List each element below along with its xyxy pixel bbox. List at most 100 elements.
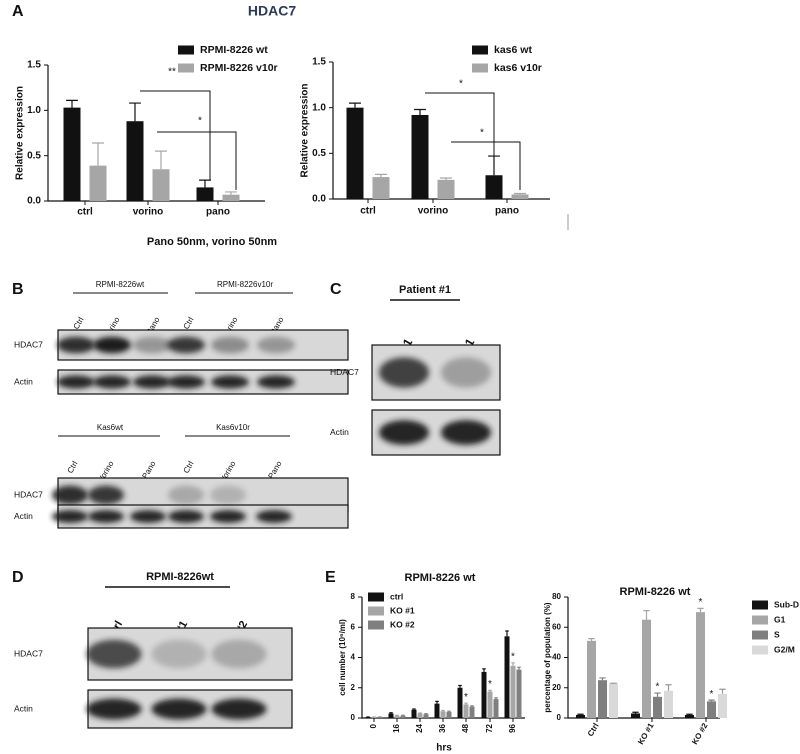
blot-band [257,336,295,354]
error-bar [588,637,595,641]
error-bar [643,610,650,620]
blot-band [379,420,429,445]
bar [63,107,81,201]
blot-band [211,336,249,354]
x-tick-label: KO #2 [690,721,710,746]
panel-label: B [12,281,24,298]
bar [576,714,585,718]
blot-band [441,357,491,388]
blot-band [88,485,124,505]
blot-row-label: Actin [14,703,33,713]
blot-band [52,485,88,505]
y-tick-label: 4 [351,653,356,662]
error-bar [412,708,416,710]
error-bar [225,191,237,195]
significance-mark: * [656,682,660,693]
blot-group-label: RPMI-8226v10r [217,280,273,289]
bar [469,706,475,718]
significance-mark: * [198,116,202,127]
significance-bracket [451,141,521,190]
error-bar [708,699,715,702]
error-bar [686,713,693,715]
significance-bracket [157,131,237,190]
y-axis-label: Relative expression [300,84,311,178]
bar [587,640,596,718]
bar [511,194,529,199]
blot-row-label: Actin [14,511,33,521]
x-tick-label: 48 [461,723,470,732]
blot-title: Patient #1 [399,284,451,296]
blot-band [88,510,124,523]
error-bar [470,705,474,707]
bar [457,687,463,718]
blot-group-label: Kas6wt [97,423,124,432]
blot-band [86,698,142,720]
x-tick-label: 96 [508,723,517,732]
x-tick-label: ctrl [360,206,376,217]
blot-row-label: HDAC7 [14,648,43,658]
bar [685,714,694,718]
bar [653,696,662,718]
legend-swatch [368,620,384,630]
y-tick-label: 0 [557,713,562,722]
legend-swatch [752,645,768,655]
y-tick-label: 1.5 [27,60,41,71]
legend-label: kas6 wt [494,44,532,56]
bar [440,711,446,718]
error-bar [447,710,451,712]
y-tick-label: 20 [552,683,561,692]
blot-band [167,375,205,389]
y-tick-label: 2 [351,683,356,692]
bar [394,715,400,718]
chart-title: RPMI-8226 wt [405,572,476,584]
error-bar [389,712,393,714]
blot-lane-label: Ctrl [182,459,196,474]
bar [388,713,394,718]
x-tick-label: 16 [392,723,401,732]
bar [707,701,716,718]
bar [222,194,240,201]
bar [516,669,522,718]
legend-label: RPMI-8226 wt [200,44,268,56]
error-bar [517,666,521,670]
blot-band [441,420,491,445]
panel-label: D [12,569,24,586]
bar [446,711,452,718]
legend-label: kas6 v10r [494,62,542,74]
bar [493,699,499,718]
bar [371,717,377,718]
significance-bracket [140,90,211,180]
bar [631,713,640,718]
bar [664,690,673,718]
y-tick-label: 0.0 [312,194,326,205]
bar [346,107,364,199]
bar [372,177,390,199]
blot-group-label: Kas6v10r [216,423,250,432]
bar [609,683,618,718]
bar [377,717,383,718]
bar [400,715,406,718]
significance-mark: * [459,79,463,90]
bar [126,121,144,201]
y-tick-label: 8 [351,592,356,601]
legend-swatch [178,63,194,73]
significance-mark: * [710,689,714,700]
legend-label: S [774,629,780,639]
error-bar [441,709,445,712]
y-tick-label: 1.0 [312,102,326,113]
legend-swatch [368,592,384,602]
blot-band [57,336,95,354]
error-bar [464,702,468,705]
blot-band [210,510,246,523]
y-tick-label: 60 [552,622,561,631]
legend-swatch [472,63,488,73]
blot-band [133,375,171,389]
panel-label: C [330,281,342,298]
legend-label: KO #1 [390,605,415,615]
x-tick-label: 24 [415,723,424,732]
bar [463,704,469,718]
blot-band [86,639,142,669]
error-bar [514,192,526,195]
legend-label: G2/M [774,644,795,654]
